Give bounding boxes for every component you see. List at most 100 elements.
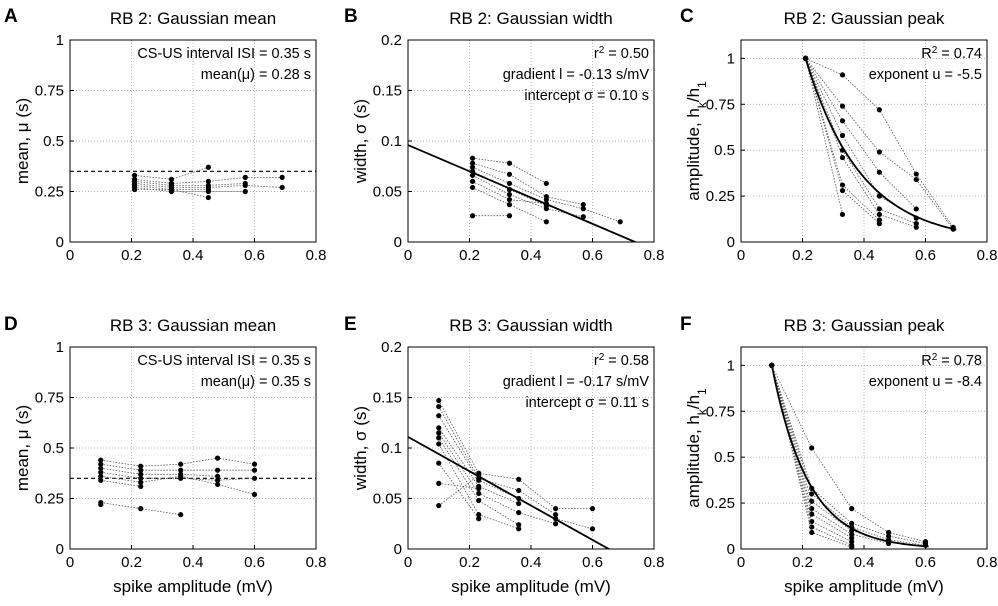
annotation: mean(μ) = 0.35 s	[201, 374, 311, 390]
data-point	[205, 188, 211, 195]
data-point	[476, 512, 482, 518]
data-point	[849, 544, 855, 550]
data-point	[543, 206, 549, 212]
series-line	[771, 365, 852, 546]
data-point	[516, 487, 522, 494]
data-point	[138, 506, 144, 512]
y-label-part: amplitude, h	[684, 108, 703, 201]
y-tick-label: 1	[727, 50, 735, 67]
data-point	[769, 362, 775, 368]
y-label-part: amplitude, h	[684, 415, 703, 508]
x-tick-label: 0.8	[977, 554, 998, 571]
data-point	[178, 512, 184, 518]
series-line	[100, 457, 255, 467]
y-label-part: (s)	[351, 406, 370, 431]
data-point	[178, 467, 184, 473]
data-point	[543, 180, 549, 187]
y-tick-label: 1	[727, 357, 735, 374]
data-point	[839, 118, 846, 124]
panel-A: 0 0.2 0.4 0.6 0.8 0 0.25 0.5 0.75 1 RB 2: Gaussian…	[4, 6, 326, 264]
y-label-subscript: 1	[695, 81, 709, 88]
data-point	[178, 473, 184, 479]
data-point	[476, 485, 482, 491]
y-label-part: (s)	[351, 99, 370, 124]
data-point	[839, 211, 846, 218]
series-line	[771, 365, 889, 543]
x-tick-label: 0.2	[792, 247, 813, 264]
y-tick-label: 0.25	[706, 188, 735, 205]
y-label-part: width,	[351, 441, 370, 491]
data-point	[589, 526, 596, 532]
x-tick-label: 0.2	[459, 554, 480, 571]
y-label-part: σ	[351, 430, 370, 441]
y-tick-label: 1	[56, 32, 64, 49]
data-point	[876, 221, 882, 227]
y-tick-label: 0.2	[381, 339, 402, 356]
y-label-part: (s)	[13, 405, 32, 430]
y-tick-label: 0.75	[706, 403, 735, 420]
data-point	[839, 72, 846, 78]
annotation-superscript: 2	[932, 352, 938, 363]
annotation-part: r	[594, 353, 599, 369]
panel-letter: B	[344, 6, 358, 27]
series-line	[805, 58, 880, 224]
data-point	[251, 491, 258, 498]
data-point	[809, 524, 815, 530]
data-point	[809, 491, 815, 497]
data-point	[251, 461, 258, 467]
x-tick-label: 0.6	[582, 247, 603, 264]
data-point	[279, 184, 285, 191]
x-tick-label: 0.6	[582, 554, 603, 571]
annotation-superscript: 2	[932, 45, 938, 56]
data-point	[242, 188, 248, 195]
data-point	[516, 476, 522, 482]
y-axis-label: width, σ (s)	[351, 99, 370, 184]
fit-curve	[804, 58, 957, 231]
data-point	[876, 107, 882, 113]
data-point	[436, 441, 442, 447]
data-point	[913, 221, 919, 227]
x-tick-label: 0.4	[854, 247, 875, 264]
annotation: CS-US interval ISI = 0.35 s	[137, 46, 311, 62]
y-label-part: mean,	[13, 439, 32, 491]
data-point	[876, 211, 882, 218]
annotation: gradient l = -0.17 s/mV	[503, 374, 650, 390]
panel-C: 0 0.2 0.4 0.6 0.8 0 0.25 0.5 0.75 1 RB 2: Gaussian…	[680, 6, 997, 264]
y-tick-label: 0.15	[373, 83, 402, 100]
data-point	[543, 196, 549, 203]
panel-letter: C	[680, 6, 694, 27]
data-point	[98, 461, 104, 467]
y-axis-label: amplitude, hk/h1	[684, 81, 709, 201]
annotation: intercept σ = 0.11 s	[525, 395, 649, 411]
annotation-part: = 0.50	[604, 46, 649, 62]
data-point	[469, 155, 476, 161]
data-point	[469, 164, 476, 170]
annotation: mean(μ) = 0.28 s	[201, 67, 311, 83]
x-tick-label: 0	[737, 554, 745, 571]
y-tick-label: 0.75	[35, 83, 64, 100]
data-point	[178, 461, 184, 467]
data-point	[469, 213, 476, 219]
data-point	[809, 445, 815, 451]
data-point	[98, 477, 104, 483]
series-line	[438, 415, 593, 530]
x-tick-label: 0.2	[121, 247, 142, 264]
annotation-part: r	[594, 46, 599, 62]
chart-title: RB 3: Gaussian peak	[784, 316, 945, 335]
data-point	[215, 467, 221, 473]
x-tick-label: 0.2	[121, 554, 142, 571]
series-line	[134, 176, 283, 184]
data-point	[506, 180, 513, 187]
annotation-part: = 0.78	[937, 353, 982, 369]
panel-E: 0 0.2 0.4 0.6 0.8 0 0.05 0.1 0.15 0.2 RB 3: Gaussi…	[344, 314, 664, 596]
x-tick-label: 0.4	[521, 554, 542, 571]
data-point	[215, 455, 221, 461]
data-point	[809, 506, 815, 512]
fit-curve	[770, 365, 929, 548]
y-tick-label: 0.2	[381, 32, 402, 49]
data-point	[913, 206, 919, 212]
y-label-part: /h	[684, 395, 703, 409]
x-tick-label: 0.4	[854, 554, 875, 571]
data-point	[876, 217, 882, 223]
x-tick-label: 0.6	[915, 554, 936, 571]
